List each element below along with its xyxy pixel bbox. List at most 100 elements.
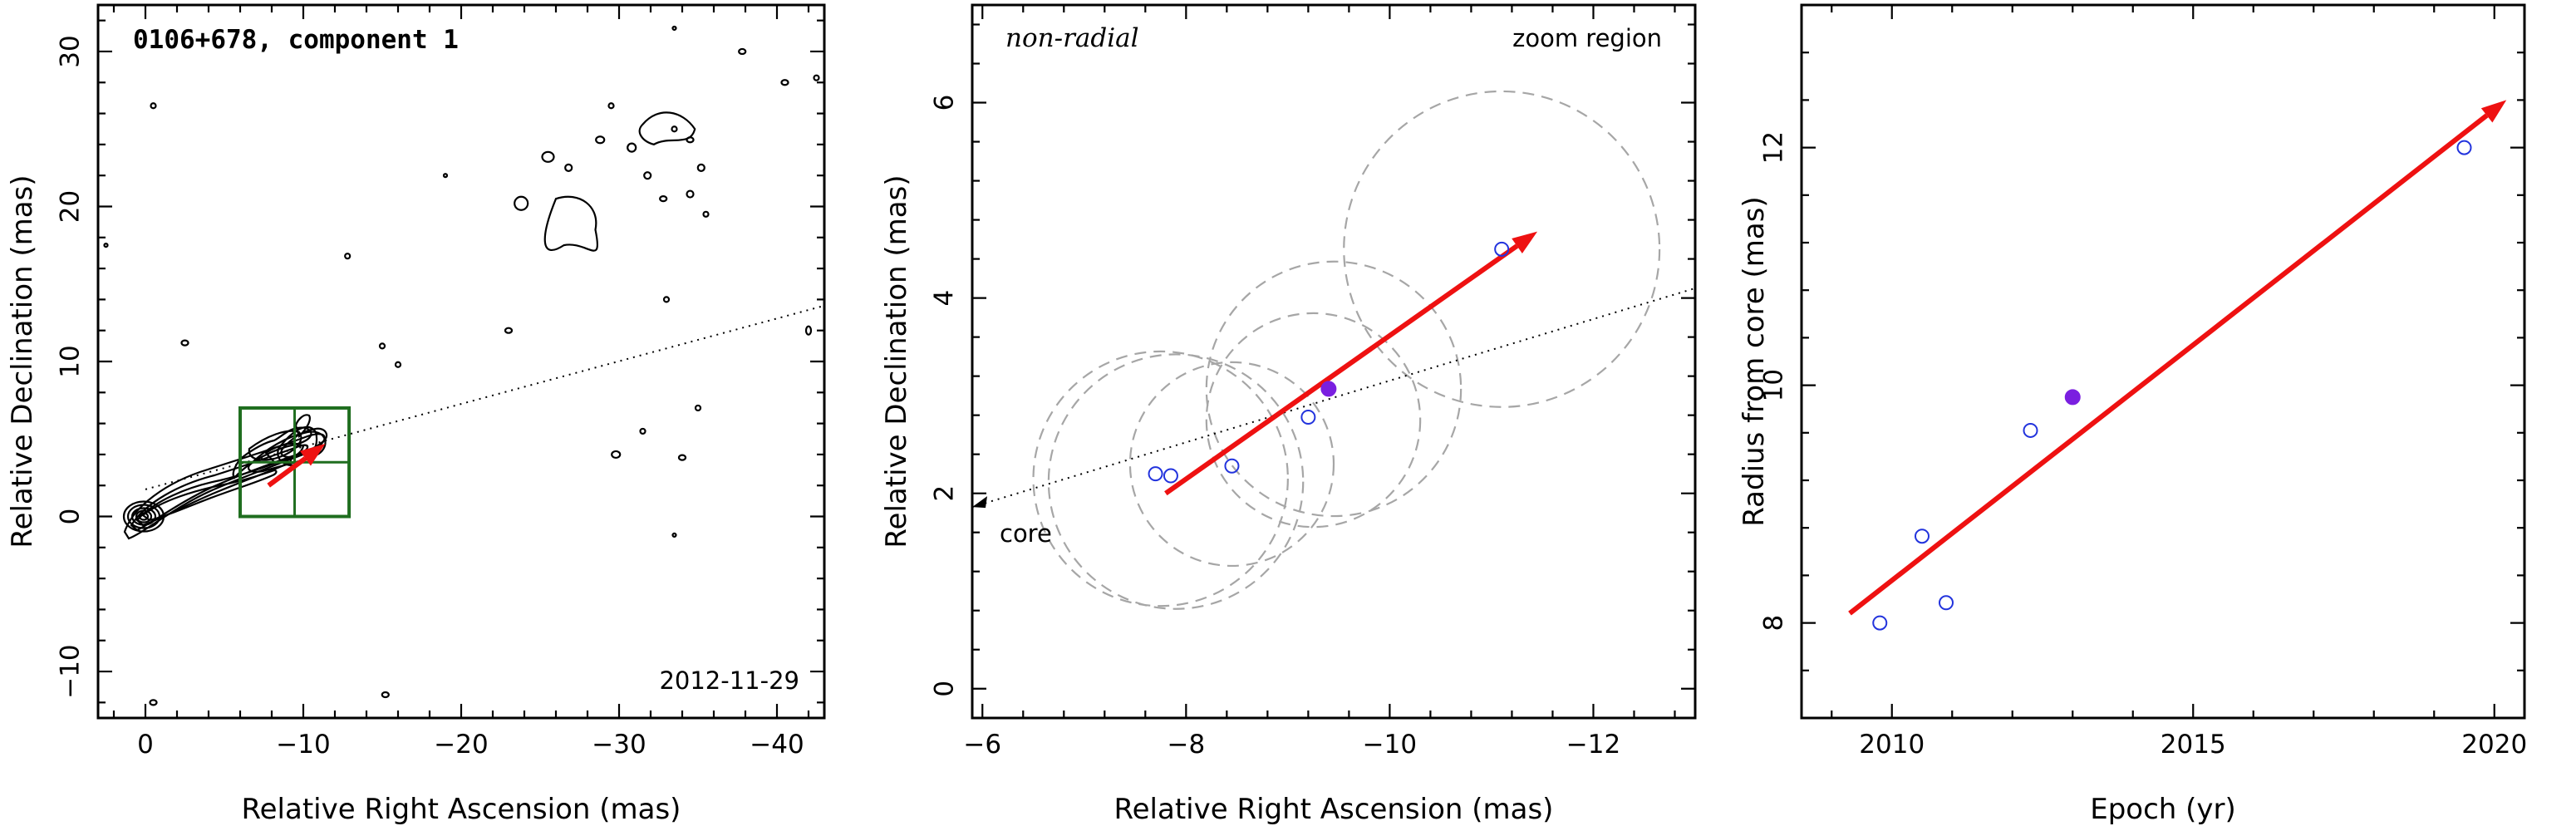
p2-core-label: core	[1000, 519, 1052, 548]
noise-contour	[677, 454, 687, 461]
noise-contour	[381, 691, 390, 699]
noise-contour	[543, 195, 599, 252]
p1-frame	[96, 3, 826, 720]
component-contour	[280, 427, 328, 459]
data-point-open	[2023, 422, 2038, 438]
p3-ylabel: Radius from core (mas)	[1738, 196, 1771, 526]
p3-xlabel: Epoch (yr)	[2090, 793, 2236, 826]
noise-contour	[103, 243, 109, 248]
uncertainty-circle	[1032, 350, 1289, 607]
uncertainty-circle	[1047, 353, 1305, 610]
noise-contour	[607, 102, 615, 110]
panel-radius-vs-epoch: 2010 2015 2020 8 10 12 Epoch (yr) Radius from…	[1738, 3, 2527, 826]
p2-ylabel: Relative Declination (mas)	[880, 175, 913, 548]
noise-contour	[643, 171, 652, 180]
noise-contour	[659, 195, 668, 203]
noise-contour	[514, 195, 529, 211]
data-point-filled	[1320, 381, 1337, 397]
noise-contour	[627, 142, 637, 153]
noise-contour	[813, 74, 820, 81]
noise-contour	[611, 450, 622, 460]
p2-ticks: −6 −8 −10 −12 0 2 4 6	[930, 5, 1695, 760]
x-tick-label: −10	[276, 730, 330, 760]
noise-contour	[150, 102, 157, 110]
data-point-open	[1872, 615, 1888, 631]
p3-frame	[1800, 3, 2526, 720]
component-contour	[294, 414, 311, 439]
p3-plot-area	[1848, 100, 2507, 631]
uncertainty-circle	[1205, 312, 1422, 529]
p3-ticks: 2010 2015 2020 8 10 12	[1759, 3, 2527, 760]
uncertainty-circle	[1343, 90, 1661, 408]
panel-contour-map: 0 −10 −20 −30 −40 −10 0 10 20 30 0106+678, compon…	[6, 3, 826, 826]
panel-zoom-region: −6 −8 −10 −12 0 2 4 6 non-radial zoom region co…	[880, 3, 1697, 826]
p2-frame	[971, 3, 1697, 720]
noise-contour	[149, 699, 158, 706]
noise-contour	[694, 404, 702, 412]
x-tick-label: −10	[1363, 730, 1417, 760]
noise-contour	[738, 47, 747, 56]
noise-contour	[671, 125, 678, 133]
data-point-open	[1300, 409, 1316, 425]
core-direction-arrowhead	[972, 496, 987, 509]
noise-contour	[780, 79, 789, 86]
data-point-open	[1163, 468, 1178, 484]
data-point-filled	[2064, 389, 2081, 406]
p1-date-label: 2012-11-29	[659, 666, 799, 695]
noise-contour	[639, 427, 646, 435]
y-tick-label: 10	[56, 345, 86, 377]
y-tick-label: 8	[1759, 615, 1789, 632]
uncertainty-circle	[1128, 361, 1335, 568]
noise-contour	[504, 327, 514, 334]
noise-contour	[541, 150, 555, 163]
x-tick-label: 2015	[2161, 730, 2226, 760]
noise-contour	[671, 25, 677, 32]
p1-ylabel: Relative Declination (mas)	[6, 175, 39, 548]
noise-contour	[696, 163, 705, 172]
p2-title-left: non-radial	[1005, 23, 1139, 53]
noise-contour	[344, 253, 351, 260]
y-tick-label: −10	[56, 644, 86, 698]
p3-arrow-shaft	[1848, 113, 2489, 616]
noise-contour	[595, 135, 606, 145]
noise-contour	[638, 111, 696, 146]
p2-arrow-head	[1512, 231, 1538, 253]
data-point-open	[1494, 241, 1510, 257]
p1-arrow-head	[299, 443, 326, 466]
y-tick-label: 30	[56, 35, 86, 67]
p2-plot-area	[972, 90, 1695, 610]
noise-contour	[671, 532, 677, 538]
p1-xlabel: Relative Right Ascension (mas)	[242, 793, 681, 826]
x-tick-label: −12	[1566, 730, 1620, 760]
noise-contour	[378, 342, 386, 350]
trajectory-line	[145, 304, 824, 490]
p1-overlay	[145, 304, 824, 519]
y-tick-label: 12	[1759, 131, 1789, 164]
x-tick-label: 2020	[2461, 730, 2527, 760]
p1-title: 0106+678, component 1	[133, 25, 459, 55]
y-tick-label: 0	[930, 681, 960, 697]
data-point-open	[1915, 529, 1930, 544]
p2-arrow-shaft	[1164, 243, 1519, 496]
x-tick-label: −30	[592, 730, 646, 760]
p1-arrow-shaft	[267, 456, 307, 488]
p2-title-right: zoom region	[1512, 24, 1662, 52]
data-point-open	[1939, 595, 1954, 611]
contour-map	[103, 25, 820, 706]
y-tick-label: 6	[930, 95, 960, 111]
jet-contour	[135, 457, 293, 527]
p2-xlabel: Relative Right Ascension (mas)	[1114, 793, 1554, 826]
jet-contour	[130, 444, 309, 532]
data-point-open	[2456, 140, 2472, 155]
component-contour	[232, 426, 312, 479]
x-tick-label: 2010	[1859, 730, 1925, 760]
noise-contour	[394, 361, 402, 368]
uncertainty-circle	[1205, 260, 1463, 518]
noise-contour	[686, 189, 695, 199]
noise-contour	[702, 210, 710, 218]
noise-contour	[180, 339, 189, 347]
y-tick-label: 2	[930, 485, 960, 502]
noise-contour	[662, 296, 671, 303]
noise-contour	[442, 173, 449, 179]
